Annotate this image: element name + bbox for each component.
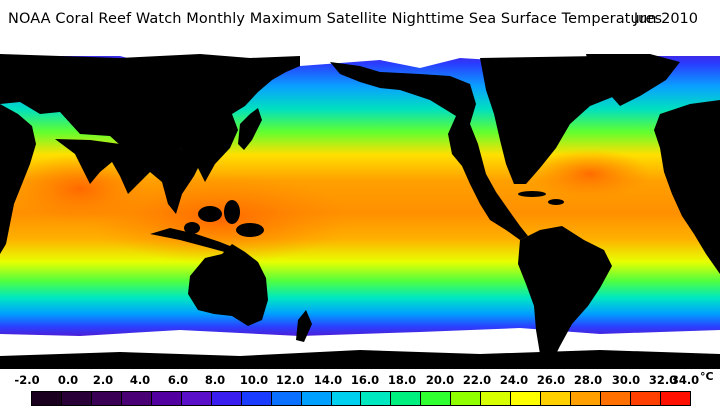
land-indonesia — [150, 228, 240, 254]
color-swatch — [511, 392, 542, 405]
legend-tick: -2.0 — [14, 373, 40, 387]
color-swatch — [571, 392, 602, 405]
land-australia — [188, 244, 268, 326]
color-scale-bar — [31, 391, 691, 406]
color-swatch — [151, 392, 182, 405]
color-swatch — [661, 392, 690, 405]
color-swatch — [301, 392, 332, 405]
legend-tick: 12.0 — [275, 373, 305, 387]
color-swatch — [32, 392, 62, 405]
legend-tick: 2.0 — [92, 373, 114, 387]
land-antarctica — [0, 350, 720, 369]
legend-tick: 18.0 — [387, 373, 417, 387]
color-swatch — [421, 392, 452, 405]
color-swatch — [541, 392, 572, 405]
land-new-zealand — [296, 310, 312, 342]
land-eurasia — [0, 54, 300, 182]
legend-tick: 20.0 — [425, 373, 455, 387]
legend-tick: 6.0 — [167, 373, 189, 387]
color-swatch — [331, 392, 362, 405]
color-swatch — [91, 392, 122, 405]
temperature-legend: -2.0 0.0 2.0 4.0 6.0 8.0 10.0 12.0 14.0 … — [0, 369, 720, 411]
legend-unit: °C — [700, 370, 714, 383]
land-japan — [238, 108, 262, 150]
land-africa — [0, 104, 36, 254]
color-swatch — [181, 392, 212, 405]
land-south-asia — [55, 139, 200, 214]
atlantic-warm-area — [530, 149, 650, 199]
legend-tick: 0.0 — [57, 373, 79, 387]
color-swatch — [271, 392, 302, 405]
color-swatch — [241, 392, 272, 405]
color-swatch — [451, 392, 482, 405]
legend-tick: 34.0 — [670, 373, 700, 387]
land-europe-africa-west — [654, 100, 720, 274]
legend-tick: 10.0 — [239, 373, 269, 387]
color-swatch — [121, 392, 152, 405]
land-masses — [0, 54, 720, 369]
land-north-america — [330, 62, 528, 240]
title-bar: NOAA Coral Reef Watch Monthly Maximum Sa… — [0, 0, 720, 44]
legend-tick: 28.0 — [573, 373, 603, 387]
legend-tick: 24.0 — [499, 373, 529, 387]
color-swatch — [211, 392, 242, 405]
land-greenland — [586, 54, 680, 106]
legend-tick: 4.0 — [129, 373, 151, 387]
legend-tick: 30.0 — [611, 373, 641, 387]
color-swatch — [61, 392, 92, 405]
legend-ticks: -2.0 0.0 2.0 4.0 6.0 8.0 10.0 12.0 14.0 … — [0, 373, 720, 389]
color-swatch — [601, 392, 632, 405]
indian-ocean-warm-area — [10, 154, 150, 224]
color-swatch — [391, 392, 422, 405]
color-swatch — [481, 392, 512, 405]
sst-world-map — [0, 44, 720, 369]
legend-tick: 8.0 — [204, 373, 226, 387]
map-title: NOAA Coral Reef Watch Monthly Maximum Sa… — [8, 11, 663, 27]
legend-tick: 14.0 — [313, 373, 343, 387]
legend-tick: 22.0 — [462, 373, 492, 387]
legend-tick: 32.0 — [648, 373, 678, 387]
color-swatch — [361, 392, 392, 405]
color-swatch — [631, 392, 662, 405]
west-pacific-warm-pool — [90, 174, 350, 264]
legend-tick: 26.0 — [536, 373, 566, 387]
land-south-america — [518, 226, 612, 366]
map-date: Jun 2010 — [633, 11, 698, 27]
legend-tick: 16.0 — [350, 373, 380, 387]
